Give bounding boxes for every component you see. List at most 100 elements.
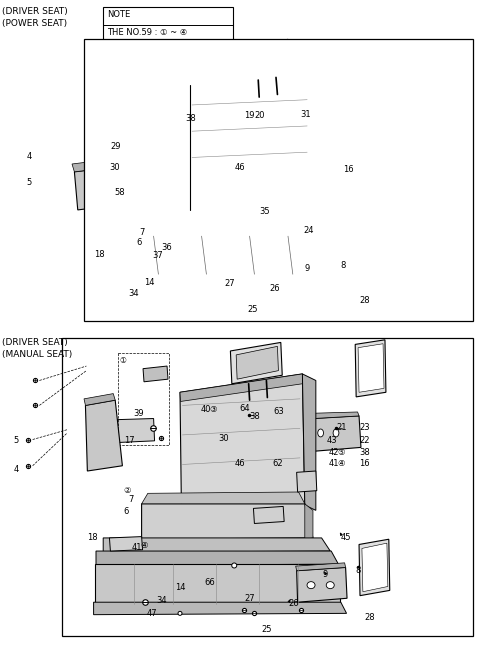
Text: 62: 62 bbox=[273, 459, 283, 468]
Text: 28: 28 bbox=[365, 613, 375, 623]
Polygon shape bbox=[94, 602, 347, 615]
Text: 28: 28 bbox=[359, 296, 370, 305]
Polygon shape bbox=[74, 165, 131, 210]
Text: 46: 46 bbox=[234, 163, 245, 173]
Text: 58: 58 bbox=[114, 188, 125, 197]
Polygon shape bbox=[127, 248, 343, 264]
Polygon shape bbox=[296, 563, 346, 571]
Text: 34: 34 bbox=[129, 289, 139, 298]
Polygon shape bbox=[120, 262, 346, 274]
Text: 8: 8 bbox=[355, 566, 360, 575]
Polygon shape bbox=[180, 374, 305, 510]
Polygon shape bbox=[297, 471, 317, 492]
Text: 45: 45 bbox=[341, 533, 351, 543]
Text: 24: 24 bbox=[303, 226, 314, 236]
Polygon shape bbox=[143, 366, 168, 382]
Text: 42: 42 bbox=[329, 448, 339, 457]
Polygon shape bbox=[302, 374, 316, 510]
Text: 31: 31 bbox=[300, 110, 311, 119]
Text: 17: 17 bbox=[124, 436, 134, 445]
Text: 46: 46 bbox=[234, 459, 245, 468]
Polygon shape bbox=[151, 202, 319, 237]
Polygon shape bbox=[358, 344, 384, 392]
Polygon shape bbox=[110, 419, 155, 443]
Ellipse shape bbox=[216, 438, 220, 443]
Text: 7: 7 bbox=[129, 495, 134, 504]
Ellipse shape bbox=[326, 582, 334, 588]
Polygon shape bbox=[95, 564, 340, 604]
Polygon shape bbox=[190, 62, 311, 210]
Text: (DRIVER SEAT)
(MANUAL SEAT): (DRIVER SEAT) (MANUAL SEAT) bbox=[2, 338, 72, 359]
Text: ④: ④ bbox=[140, 541, 148, 550]
Text: 27: 27 bbox=[225, 279, 235, 288]
Text: 37: 37 bbox=[153, 251, 163, 260]
Ellipse shape bbox=[127, 538, 132, 544]
Text: 41: 41 bbox=[329, 459, 339, 468]
Polygon shape bbox=[72, 157, 127, 172]
Text: 43: 43 bbox=[326, 436, 337, 445]
Text: 6: 6 bbox=[137, 238, 142, 247]
Polygon shape bbox=[253, 506, 284, 523]
Text: 47: 47 bbox=[146, 609, 157, 618]
Text: ②: ② bbox=[123, 486, 131, 495]
Polygon shape bbox=[236, 346, 278, 379]
Polygon shape bbox=[311, 202, 319, 237]
Polygon shape bbox=[180, 374, 302, 401]
Text: 36: 36 bbox=[161, 243, 172, 253]
Polygon shape bbox=[142, 492, 305, 504]
Text: 66: 66 bbox=[204, 578, 215, 587]
Polygon shape bbox=[85, 400, 122, 471]
Bar bbox=[103, 7, 233, 56]
Bar bbox=[203, 91, 216, 115]
Bar bbox=[118, 353, 169, 445]
Text: 39: 39 bbox=[133, 409, 144, 418]
Bar bbox=[84, 39, 473, 321]
Ellipse shape bbox=[178, 611, 182, 615]
Ellipse shape bbox=[232, 563, 237, 568]
Text: 18: 18 bbox=[87, 533, 98, 543]
Polygon shape bbox=[109, 537, 143, 551]
Text: 9: 9 bbox=[305, 264, 310, 274]
Text: 8: 8 bbox=[341, 260, 346, 270]
Text: 64: 64 bbox=[239, 403, 250, 413]
Text: 14: 14 bbox=[144, 277, 155, 287]
Text: 9: 9 bbox=[323, 570, 328, 579]
Text: THE NO.59 : ① ~ ④: THE NO.59 : ① ~ ④ bbox=[107, 28, 188, 37]
Text: 21: 21 bbox=[336, 423, 347, 432]
Text: 22: 22 bbox=[359, 436, 370, 445]
Text: 63: 63 bbox=[274, 407, 284, 417]
Text: 38: 38 bbox=[185, 113, 195, 123]
Ellipse shape bbox=[232, 463, 237, 468]
Text: 40: 40 bbox=[201, 405, 211, 414]
Polygon shape bbox=[310, 62, 323, 210]
Text: ④: ④ bbox=[337, 459, 345, 468]
Polygon shape bbox=[163, 64, 188, 80]
Polygon shape bbox=[103, 538, 330, 552]
Polygon shape bbox=[305, 504, 313, 539]
Text: (DRIVER SEAT)
(POWER SEAT): (DRIVER SEAT) (POWER SEAT) bbox=[2, 7, 68, 28]
Polygon shape bbox=[247, 46, 292, 74]
Text: 41: 41 bbox=[132, 543, 143, 552]
Polygon shape bbox=[297, 567, 347, 602]
Text: 4: 4 bbox=[26, 152, 32, 161]
Polygon shape bbox=[190, 62, 310, 94]
Text: 30: 30 bbox=[109, 163, 120, 173]
Text: 23: 23 bbox=[359, 423, 370, 432]
Text: 27: 27 bbox=[245, 594, 255, 603]
Text: 14: 14 bbox=[175, 583, 186, 592]
Polygon shape bbox=[230, 342, 282, 384]
Text: 26: 26 bbox=[288, 599, 299, 608]
Ellipse shape bbox=[307, 582, 315, 588]
Polygon shape bbox=[362, 543, 388, 592]
Text: 34: 34 bbox=[156, 596, 167, 605]
Text: 25: 25 bbox=[247, 305, 258, 314]
Text: 26: 26 bbox=[270, 284, 280, 293]
Polygon shape bbox=[134, 236, 335, 249]
Ellipse shape bbox=[333, 429, 339, 437]
Text: 16: 16 bbox=[343, 165, 354, 174]
Text: 4: 4 bbox=[13, 464, 19, 474]
Polygon shape bbox=[312, 412, 359, 419]
Text: 38: 38 bbox=[359, 448, 370, 457]
Polygon shape bbox=[151, 190, 311, 202]
Polygon shape bbox=[96, 551, 338, 565]
